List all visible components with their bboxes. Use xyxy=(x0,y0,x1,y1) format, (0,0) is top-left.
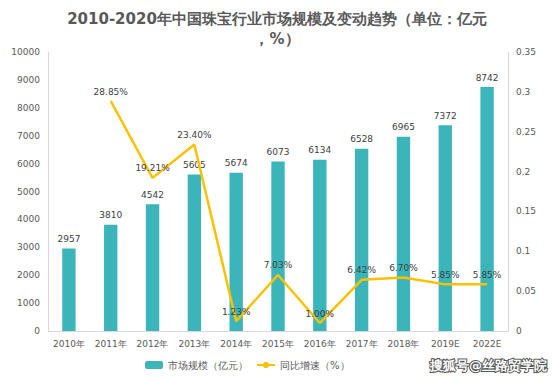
svg-text:1.23%: 1.23% xyxy=(222,307,251,317)
svg-text:2013年: 2013年 xyxy=(178,339,210,349)
svg-text:市场规模（亿元）: 市场规模（亿元） xyxy=(168,360,248,371)
svg-text:6134: 6134 xyxy=(308,145,331,155)
svg-text:3000: 3000 xyxy=(17,242,40,252)
svg-text:4000: 4000 xyxy=(17,214,40,224)
svg-text:2015年: 2015年 xyxy=(262,339,294,349)
svg-text:0.35: 0.35 xyxy=(516,47,536,57)
svg-text:0: 0 xyxy=(34,326,40,336)
svg-text:5000: 5000 xyxy=(17,187,40,197)
svg-text:2012年: 2012年 xyxy=(137,339,169,349)
svg-text:0.05: 0.05 xyxy=(516,286,536,296)
svg-text:19.21%: 19.21% xyxy=(135,163,170,173)
svg-text:5674: 5674 xyxy=(225,158,248,168)
svg-text:2019E: 2019E xyxy=(431,339,460,349)
svg-text:2957: 2957 xyxy=(57,234,80,244)
svg-text:6.42%: 6.42% xyxy=(347,265,376,275)
svg-text:2022E: 2022E xyxy=(473,339,502,349)
svg-text:23.40%: 23.40% xyxy=(177,130,212,140)
svg-text:2017年: 2017年 xyxy=(346,339,378,349)
svg-text:6000: 6000 xyxy=(17,159,40,169)
svg-text:10000: 10000 xyxy=(11,47,40,57)
svg-text:8742: 8742 xyxy=(476,73,499,83)
svg-text:4542: 4542 xyxy=(141,190,164,200)
svg-text:3810: 3810 xyxy=(99,210,122,220)
svg-text:2010年: 2010年 xyxy=(53,339,85,349)
svg-text:6965: 6965 xyxy=(392,122,415,132)
svg-text:0.3: 0.3 xyxy=(516,87,530,97)
svg-text:2011年: 2011年 xyxy=(95,339,127,349)
svg-text:0.2: 0.2 xyxy=(516,167,530,177)
svg-text:5.85%: 5.85% xyxy=(431,270,460,280)
svg-text:0.25: 0.25 xyxy=(516,127,536,137)
svg-text:，%）: ，%） xyxy=(254,30,299,48)
svg-text:8000: 8000 xyxy=(17,103,40,113)
svg-text:0.15: 0.15 xyxy=(516,206,536,216)
svg-text:1.00%: 1.00% xyxy=(306,309,335,319)
svg-text:7000: 7000 xyxy=(17,131,40,141)
svg-text:7372: 7372 xyxy=(434,111,457,121)
svg-text:6.70%: 6.70% xyxy=(389,263,418,273)
svg-text:0: 0 xyxy=(516,326,522,336)
svg-text:搜狐号@丝路贸学院: 搜狐号@丝路贸学院 xyxy=(429,358,547,373)
svg-text:6073: 6073 xyxy=(267,147,290,157)
svg-text:6528: 6528 xyxy=(350,134,373,144)
svg-text:9000: 9000 xyxy=(17,75,40,85)
svg-text:2000: 2000 xyxy=(17,270,40,280)
svg-text:2010-2020年中国珠宝行业市场规模及变动趋势（单位：亿: 2010-2020年中国珠宝行业市场规模及变动趋势（单位：亿元 xyxy=(67,10,487,28)
svg-text:5605: 5605 xyxy=(183,160,206,170)
svg-text:2018年: 2018年 xyxy=(388,339,420,349)
svg-text:7.03%: 7.03% xyxy=(264,260,293,270)
svg-text:0.1: 0.1 xyxy=(516,246,530,256)
svg-text:2016年: 2016年 xyxy=(304,339,336,349)
svg-text:5.85%: 5.85% xyxy=(473,270,502,280)
svg-text:2014年: 2014年 xyxy=(220,339,252,349)
svg-text:1000: 1000 xyxy=(17,298,40,308)
svg-text:同比增速（%）: 同比增速（%） xyxy=(280,360,350,371)
svg-text:28.85%: 28.85% xyxy=(94,87,129,97)
